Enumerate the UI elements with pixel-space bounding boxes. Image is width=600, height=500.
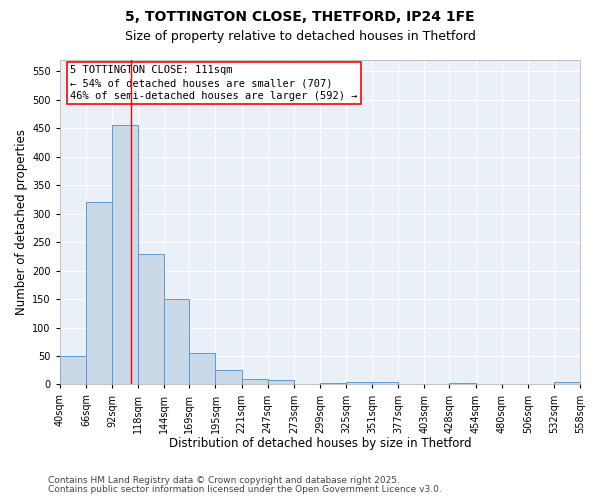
X-axis label: Distribution of detached houses by size in Thetford: Distribution of detached houses by size … (169, 437, 471, 450)
Bar (346, 382, 372, 384)
Bar (86, 202, 112, 384)
Bar (320, 382, 346, 384)
Text: Size of property relative to detached houses in Thetford: Size of property relative to detached ho… (125, 30, 475, 43)
Y-axis label: Number of detached properties: Number of detached properties (15, 129, 28, 315)
Bar (60, 356, 86, 384)
Text: 5, TOTTINGTON CLOSE, THETFORD, IP24 1FE: 5, TOTTINGTON CLOSE, THETFORD, IP24 1FE (125, 10, 475, 24)
Text: Contains public sector information licensed under the Open Government Licence v3: Contains public sector information licen… (48, 485, 442, 494)
Text: Contains HM Land Registry data © Crown copyright and database right 2025.: Contains HM Land Registry data © Crown c… (48, 476, 400, 485)
Bar (112, 126, 138, 384)
Bar (268, 380, 294, 384)
Bar (138, 254, 164, 384)
Bar (164, 299, 190, 384)
Bar (372, 382, 398, 384)
Text: 5 TOTTINGTON CLOSE: 111sqm
← 54% of detached houses are smaller (707)
46% of sem: 5 TOTTINGTON CLOSE: 111sqm ← 54% of deta… (70, 65, 358, 102)
Bar (242, 378, 268, 384)
Bar (215, 370, 242, 384)
Bar (449, 382, 476, 384)
Bar (190, 353, 215, 384)
Bar (554, 382, 580, 384)
